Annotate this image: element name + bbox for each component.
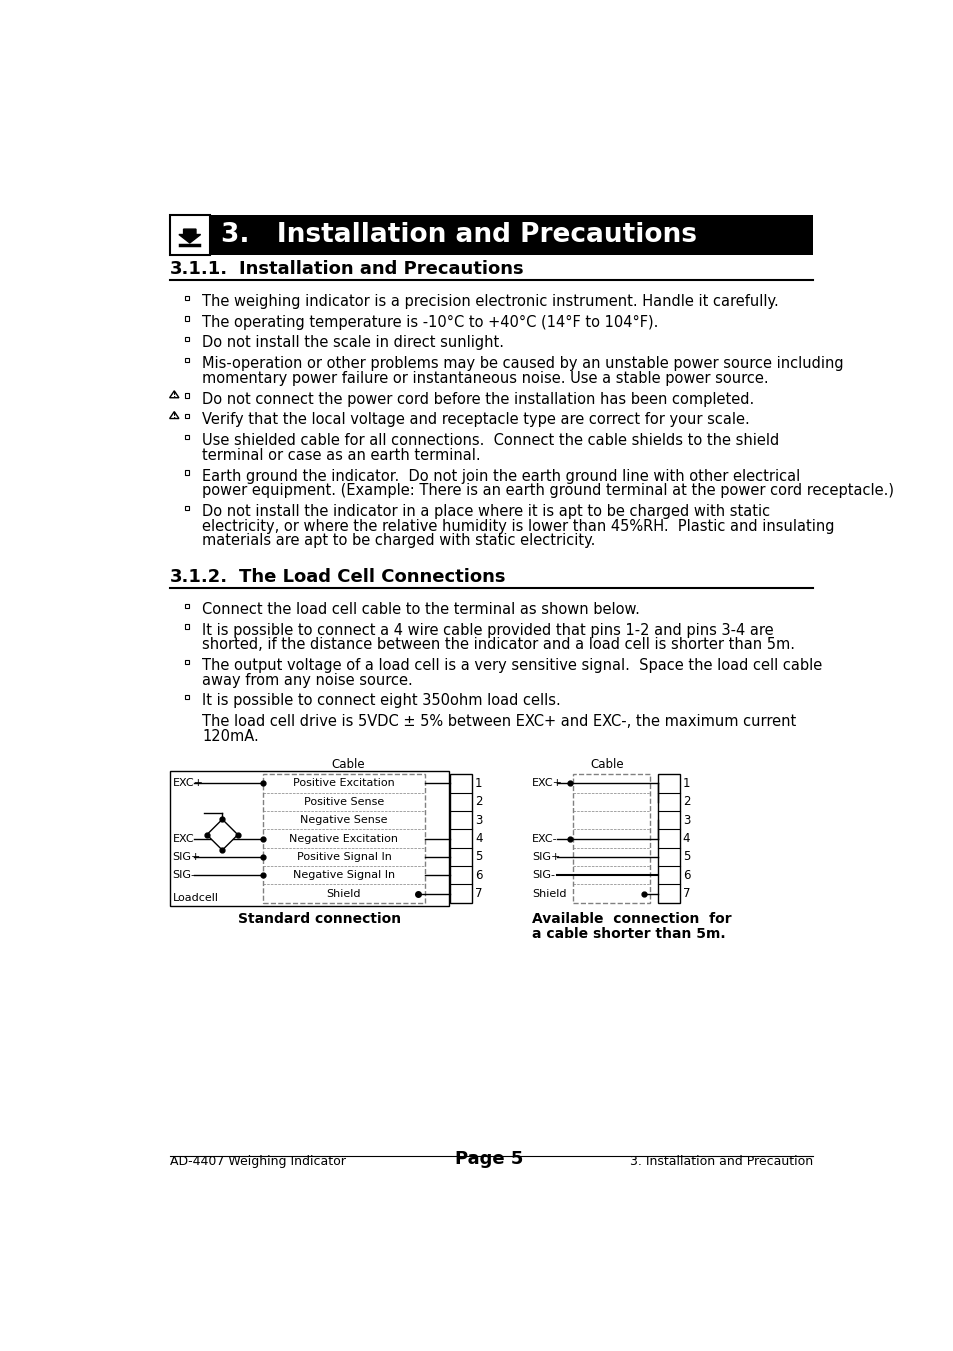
Text: The operating temperature is -10°C to +40°C (14°F to 104°F).: The operating temperature is -10°C to +4… (202, 315, 658, 330)
Bar (450, 774, 472, 902)
Text: !: ! (172, 392, 175, 399)
Text: power equipment. (Example: There is an earth ground terminal at the power cord r: power equipment. (Example: There is an e… (202, 484, 893, 499)
Text: Shield: Shield (327, 889, 361, 898)
Text: a cable shorter than 5m.: a cable shorter than 5m. (532, 928, 725, 942)
Text: SIG+: SIG+ (172, 852, 201, 862)
Text: Installation and Precautions: Installation and Precautions (239, 259, 523, 278)
Text: EXC+: EXC+ (532, 778, 562, 789)
Bar (262, 774, 425, 902)
Bar (184, 604, 189, 608)
Bar (184, 505, 189, 509)
Text: 3: 3 (682, 813, 689, 827)
Text: It is possible to connect a 4 wire cable provided that pins 1-2 and pins 3-4 are: It is possible to connect a 4 wire cable… (202, 623, 773, 638)
Text: Do not install the indicator in a place where it is apt to be charged with stati: Do not install the indicator in a place … (202, 504, 769, 519)
Text: 3.1.2.: 3.1.2. (170, 567, 228, 586)
Text: 5: 5 (475, 850, 482, 863)
Text: The output voltage of a load cell is a very sensitive signal.  Space the load ce: The output voltage of a load cell is a v… (202, 658, 821, 673)
Text: terminal or case as an earth terminal.: terminal or case as an earth terminal. (202, 447, 480, 463)
Text: 3. Installation and Precaution: 3. Installation and Precaution (629, 1155, 812, 1167)
Text: Negative Excitation: Negative Excitation (289, 834, 398, 843)
Text: AD-4407 Weighing Indicator: AD-4407 Weighing Indicator (170, 1155, 345, 1167)
Bar (184, 316, 189, 320)
Text: Negative Sense: Negative Sense (300, 815, 387, 825)
Text: Earth ground the indicator.  Do not join the earth ground line with other electr: Earth ground the indicator. Do not join … (202, 469, 800, 484)
Polygon shape (170, 390, 179, 397)
Text: 2: 2 (475, 796, 482, 808)
Text: SIG-: SIG- (172, 870, 195, 881)
Text: !: ! (172, 413, 175, 419)
Text: Page 5: Page 5 (455, 1150, 522, 1167)
Text: 2: 2 (682, 796, 689, 808)
Text: materials are apt to be charged with static electricity.: materials are apt to be charged with sta… (202, 534, 595, 549)
Polygon shape (207, 819, 237, 850)
Text: Available  connection  for: Available connection for (532, 912, 731, 925)
Text: Mis-operation or other problems may be caused by an unstable power source includ: Mis-operation or other problems may be c… (202, 357, 842, 372)
Text: 6: 6 (475, 869, 482, 882)
Text: The Load Cell Connections: The Load Cell Connections (239, 567, 505, 586)
Text: 4: 4 (682, 832, 689, 846)
Text: EXC-: EXC- (172, 834, 198, 843)
Text: Shield: Shield (532, 889, 566, 898)
Bar (658, 774, 679, 902)
Text: 1: 1 (475, 777, 482, 790)
Bar (170, 215, 812, 255)
Text: Cable: Cable (331, 758, 364, 771)
Polygon shape (170, 412, 179, 419)
Text: 5: 5 (682, 850, 689, 863)
Bar (184, 470, 189, 474)
Text: SIG+: SIG+ (532, 852, 560, 862)
Text: It is possible to connect eight 350ohm load cells.: It is possible to connect eight 350ohm l… (202, 693, 560, 708)
Text: 7: 7 (682, 888, 689, 900)
Text: EXC-: EXC- (532, 834, 558, 843)
Bar (572, 774, 649, 902)
Text: away from any noise source.: away from any noise source. (202, 673, 413, 688)
Text: Verify that the local voltage and receptacle type are correct for your scale.: Verify that the local voltage and recept… (202, 412, 749, 427)
Bar (184, 435, 189, 439)
Text: shorted, if the distance between the indicator and a load cell is shorter than 5: shorted, if the distance between the ind… (202, 638, 795, 653)
Text: EXC+: EXC+ (172, 778, 204, 789)
Text: Cable: Cable (590, 758, 623, 771)
Bar (170, 215, 210, 255)
Text: Negative Signal In: Negative Signal In (293, 870, 395, 881)
Text: Standard connection: Standard connection (238, 912, 401, 925)
Bar (170, 771, 448, 907)
Bar (184, 393, 189, 397)
Bar (184, 624, 189, 628)
Bar (184, 338, 189, 342)
Text: 6: 6 (682, 869, 689, 882)
Text: 3.   Installation and Precautions: 3. Installation and Precautions (220, 223, 696, 249)
Bar (184, 358, 189, 362)
Text: Use shielded cable for all connections.  Connect the cable shields to the shield: Use shielded cable for all connections. … (202, 434, 779, 449)
Text: The load cell drive is 5VDC ± 5% between EXC+ and EXC-, the maximum current: The load cell drive is 5VDC ± 5% between… (202, 715, 796, 730)
Text: electricity, or where the relative humidity is lower than 45%RH.  Plastic and in: electricity, or where the relative humid… (202, 519, 834, 534)
Text: Do not connect the power cord before the installation has been completed.: Do not connect the power cord before the… (202, 392, 754, 407)
Text: momentary power failure or instantaneous noise. Use a stable power source.: momentary power failure or instantaneous… (202, 370, 768, 386)
Text: The weighing indicator is a precision electronic instrument. Handle it carefully: The weighing indicator is a precision el… (202, 293, 778, 309)
Text: Positive Excitation: Positive Excitation (293, 778, 395, 789)
Bar (184, 296, 189, 300)
Text: 1: 1 (682, 777, 689, 790)
Text: 4: 4 (475, 832, 482, 846)
Text: 3.1.1.: 3.1.1. (170, 259, 228, 278)
Bar (184, 415, 189, 419)
Text: Connect the load cell cable to the terminal as shown below.: Connect the load cell cable to the termi… (202, 601, 639, 617)
Text: 120mA.: 120mA. (202, 728, 258, 744)
Bar (184, 659, 189, 663)
Bar (184, 696, 189, 700)
Text: Positive Sense: Positive Sense (304, 797, 384, 807)
Text: Loadcell: Loadcell (172, 893, 218, 902)
Text: Positive Signal In: Positive Signal In (296, 852, 391, 862)
Polygon shape (179, 230, 200, 243)
Text: 3: 3 (475, 813, 482, 827)
Text: Do not install the scale in direct sunlight.: Do not install the scale in direct sunli… (202, 335, 503, 350)
Text: SIG-: SIG- (532, 870, 555, 881)
Text: 7: 7 (475, 888, 482, 900)
